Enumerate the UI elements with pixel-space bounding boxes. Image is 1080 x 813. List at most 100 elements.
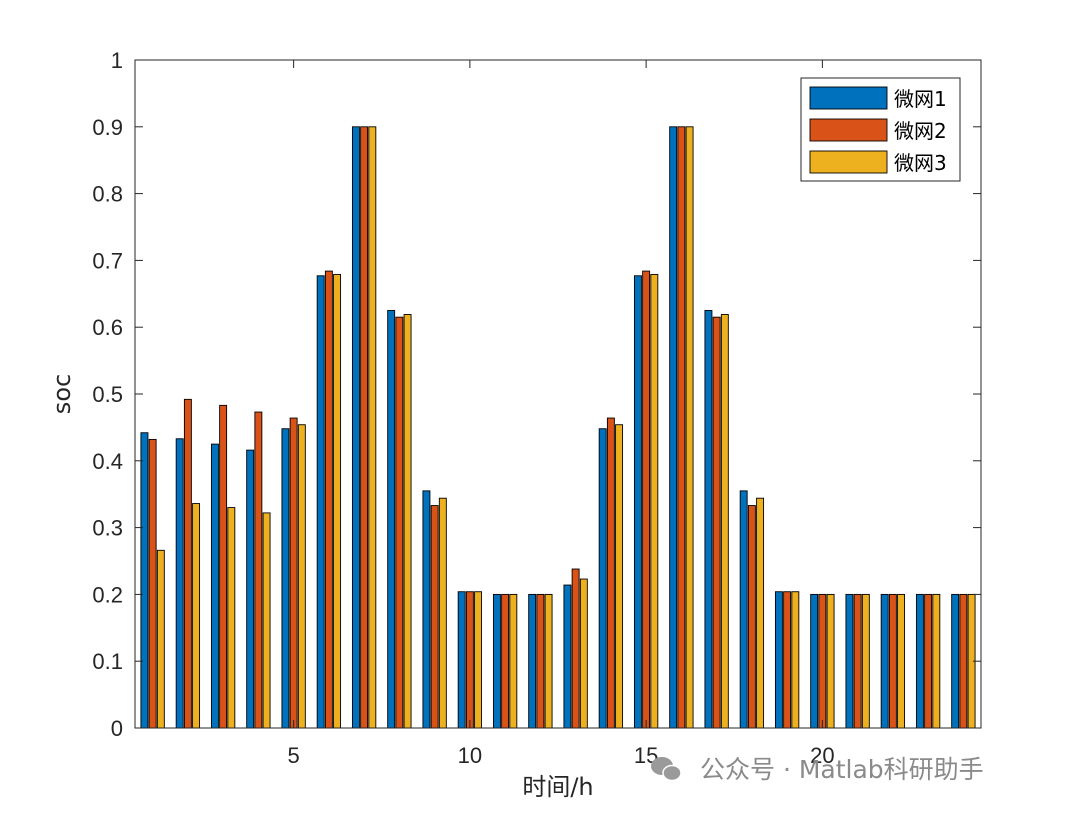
bar-3-4 (262, 512, 271, 729)
bar-2-6 (324, 270, 333, 729)
y-tick-label: 0.2 (92, 582, 123, 607)
bar-3-10 (474, 591, 483, 729)
bar-2-7 (360, 126, 369, 729)
bar-2-18 (747, 505, 756, 729)
y-tick-label: 0.5 (92, 382, 123, 407)
bar-3-18 (756, 497, 765, 729)
watermark: 公众号 · Matlab科研助手 (651, 755, 984, 784)
bar-1-4 (246, 449, 255, 729)
bar-3-15 (650, 273, 659, 729)
bar-3-22 (897, 593, 906, 729)
bar-3-2 (192, 503, 201, 729)
bar-3-21 (861, 593, 870, 729)
bar-3-19 (791, 591, 800, 729)
bar-2-21 (853, 593, 862, 729)
bar-3-12 (544, 593, 553, 729)
bar-1-24 (951, 593, 960, 729)
bar-2-13 (571, 568, 580, 729)
bar-2-1 (148, 438, 157, 729)
bar-3-3 (227, 507, 236, 729)
bar-1-17 (704, 310, 713, 729)
bar-2-20 (818, 593, 827, 729)
bar-1-16 (669, 126, 678, 729)
bar-2-2 (183, 398, 192, 729)
y-tick-label: 0.6 (92, 315, 123, 340)
x-tick-label: 20 (810, 743, 834, 768)
bar-1-10 (457, 591, 466, 729)
y-tick-label: 0.4 (92, 449, 123, 474)
bar-3-11 (509, 593, 518, 729)
bar-1-1 (140, 432, 149, 729)
legend-swatch-3 (809, 150, 888, 174)
bar-2-5 (289, 417, 298, 729)
y-axis: 0 0.1 0.2 0.3 0.4 0.5 0.6 0.7 0.8 0.9 1 (92, 48, 981, 741)
bar-2-16 (677, 126, 686, 729)
bar-2-23 (924, 593, 933, 729)
bar-3-13 (579, 578, 588, 729)
bar-1-15 (633, 275, 642, 729)
y-tick-label: 0.3 (92, 516, 123, 541)
bar-1-6 (316, 275, 325, 729)
bar-3-20 (826, 593, 835, 729)
bar-2-14 (606, 417, 615, 729)
bar-2-10 (465, 591, 474, 729)
bar-3-23 (932, 593, 941, 729)
legend-label-2: 微网2 (894, 119, 947, 143)
bar-1-19 (774, 591, 783, 729)
bar-1-20 (810, 593, 819, 729)
x-axis-label: 时间/h (522, 773, 593, 801)
bar-3-5 (297, 424, 306, 729)
bar-1-12 (528, 593, 537, 729)
bar-1-8 (387, 310, 396, 729)
bar-3-14 (615, 424, 624, 729)
bar-2-12 (536, 593, 545, 729)
bar-3-6 (333, 273, 342, 729)
bar-2-8 (395, 316, 404, 729)
legend: 微网1 微网2 微网3 (800, 77, 961, 182)
x-tick-label: 10 (458, 743, 482, 768)
bar-2-11 (501, 593, 510, 729)
bar-3-1 (156, 549, 165, 729)
bar-1-21 (845, 593, 854, 729)
bar-3-16 (685, 126, 694, 729)
watermark-text: 公众号 · Matlab科研助手 (700, 755, 984, 784)
bar-2-3 (219, 404, 228, 729)
bar-3-17 (720, 314, 729, 729)
y-axis-label: soc (48, 374, 76, 414)
bar-2-17 (712, 316, 721, 729)
bar-1-13 (563, 584, 572, 729)
bar-2-19 (783, 591, 792, 729)
bar-2-9 (430, 505, 439, 729)
bar-2-24 (959, 593, 968, 729)
bar-3-8 (403, 314, 412, 729)
legend-swatch-1 (809, 86, 888, 110)
x-tick-label: 5 (288, 743, 300, 768)
y-tick-label: 1 (111, 48, 123, 73)
bar-2-22 (888, 593, 897, 729)
bar-2-4 (254, 411, 263, 729)
bar-1-23 (915, 593, 924, 729)
bar-1-9 (422, 490, 431, 729)
legend-swatch-2 (809, 118, 888, 142)
y-tick-label: 0.1 (92, 649, 123, 674)
y-tick-label: 0 (111, 716, 123, 741)
bar-3-9 (438, 497, 447, 729)
y-tick-label: 0.7 (92, 248, 123, 273)
bar-3-7 (368, 126, 377, 729)
legend-label-3: 微网3 (894, 151, 947, 175)
bar-1-11 (492, 593, 501, 729)
bar-1-2 (175, 438, 184, 729)
x-axis: 5 10 15 20 (288, 60, 835, 768)
legend-label-1: 微网1 (894, 87, 947, 111)
bars-group (140, 126, 976, 729)
bar-1-5 (281, 428, 290, 729)
wechat-icon (651, 757, 682, 782)
bar-1-7 (351, 126, 360, 729)
bar-1-14 (598, 428, 607, 729)
y-tick-label: 0.8 (92, 182, 123, 207)
bar-2-15 (642, 270, 651, 729)
bar-1-18 (739, 490, 748, 729)
bar-1-22 (880, 593, 889, 729)
bar-1-3 (210, 443, 219, 729)
